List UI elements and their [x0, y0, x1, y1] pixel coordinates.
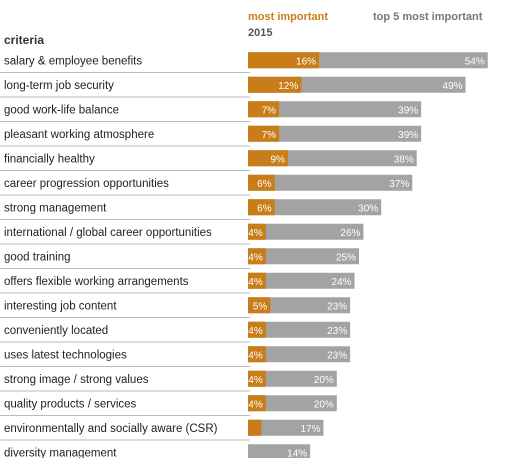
- bar-most-important: [248, 223, 266, 240]
- bar-top5: [248, 297, 351, 314]
- bar-most-important: [248, 321, 266, 338]
- bar-most-important: [248, 395, 266, 412]
- value-label-most-important: 5%: [253, 301, 268, 312]
- bar-most-important: [248, 346, 266, 363]
- category-label: offers flexible working arrangements: [4, 276, 189, 288]
- value-label-most-important: 4%: [248, 375, 263, 386]
- bar-most-important: [248, 52, 320, 69]
- chart-rows: salary & employee benefits 54% 16% long-ter…: [0, 52, 488, 458]
- category-label: good work-life balance: [4, 104, 119, 116]
- bar-top5: [248, 174, 413, 191]
- value-label-top5: 20%: [314, 375, 334, 386]
- bar-most-important: [248, 150, 288, 167]
- value-label-most-important: 16%: [296, 56, 316, 67]
- category-label: uses latest technologies: [4, 349, 127, 361]
- bar-top5: [248, 346, 351, 363]
- bar-most-important: [248, 101, 280, 118]
- category-label: international / global career opportunit…: [4, 227, 212, 239]
- bar-top5: [248, 199, 382, 216]
- bar-top5: [248, 223, 364, 240]
- bar-most-important: [248, 125, 280, 142]
- bar-most-important: [248, 199, 275, 216]
- bar-top5: [248, 101, 422, 118]
- bar-most-important: [248, 272, 266, 289]
- category-label: long-term job security: [4, 80, 114, 92]
- category-label: diversity management: [4, 447, 117, 458]
- bar-top5: [248, 419, 324, 436]
- category-label: financially healthy: [4, 153, 95, 165]
- bar-most-important: [248, 419, 262, 436]
- bar-most-important: [248, 174, 275, 191]
- value-label-top5: 26%: [340, 228, 360, 239]
- category-label: quality products / services: [4, 398, 137, 410]
- value-label-top5: 25%: [336, 252, 356, 263]
- value-label-most-important: 6%: [257, 179, 272, 190]
- bar-most-important: [248, 76, 302, 93]
- bar-most-important: [248, 370, 266, 387]
- legend-year: 2015: [248, 27, 272, 39]
- bar-most-important: [248, 297, 271, 314]
- value-label-top5: 39%: [398, 105, 418, 116]
- bar-top5: [248, 76, 466, 93]
- value-label-top5: 23%: [327, 350, 347, 361]
- value-label-top5: 17%: [300, 424, 320, 435]
- value-label-top5: 39%: [398, 130, 418, 141]
- legend-top5: top 5 most important: [373, 11, 483, 23]
- value-label-most-important: 7%: [262, 130, 277, 141]
- value-label-most-important: 4%: [248, 277, 263, 288]
- value-label-most-important: 6%: [257, 203, 272, 214]
- value-label-top5: 38%: [394, 154, 414, 165]
- category-label: strong management: [4, 202, 107, 214]
- value-label-top5: 20%: [314, 399, 334, 410]
- value-label-most-important: 4%: [248, 326, 263, 337]
- bar-top5: [248, 248, 359, 265]
- value-label-most-important: 4%: [248, 399, 263, 410]
- value-label-most-important: 4%: [248, 252, 263, 263]
- category-label: conveniently located: [4, 325, 108, 337]
- bar-top5: [248, 444, 311, 458]
- bar-most-important: [248, 248, 266, 265]
- value-label-top5: 23%: [327, 326, 347, 337]
- category-label: interesting job content: [4, 300, 117, 312]
- value-label-top5: 24%: [332, 277, 352, 288]
- bar-top5: [248, 272, 355, 289]
- value-label-top5: 54%: [465, 56, 485, 67]
- category-label: strong image / strong values: [4, 374, 149, 386]
- value-label-most-important: 7%: [262, 105, 277, 116]
- bar-top5: [248, 395, 337, 412]
- bar-top5: [248, 125, 422, 142]
- value-label-top5: 23%: [327, 301, 347, 312]
- value-label-top5: 14%: [287, 448, 307, 458]
- bar-top5: [248, 321, 351, 338]
- category-label: environmentally and socially aware (CSR): [4, 423, 218, 435]
- value-label-top5: 30%: [358, 203, 378, 214]
- value-label-most-important: 4%: [248, 350, 263, 361]
- category-label: good training: [4, 251, 71, 263]
- value-label-most-important: 12%: [278, 81, 298, 92]
- bar-top5: [248, 370, 337, 387]
- category-label: pleasant working atmosphere: [4, 129, 154, 141]
- column-header: criteria: [4, 33, 44, 47]
- value-label-top5: 37%: [389, 179, 409, 190]
- category-label: career progression opportunities: [4, 178, 169, 190]
- value-label-most-important: 9%: [271, 154, 286, 165]
- legend-most-important: most important: [248, 11, 328, 23]
- bar-top5: [248, 150, 417, 167]
- value-label-top5: 49%: [443, 81, 463, 92]
- value-label-most-important: 4%: [248, 228, 263, 239]
- category-label: salary & employee benefits: [4, 55, 142, 67]
